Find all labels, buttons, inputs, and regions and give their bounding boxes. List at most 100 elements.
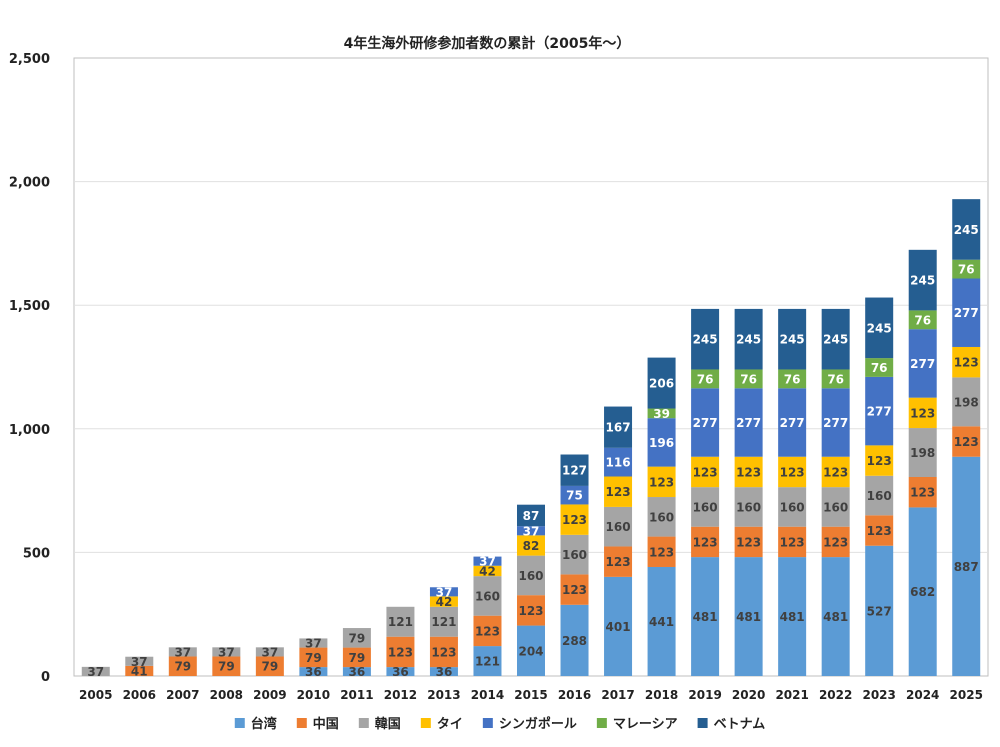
data-label: 36	[392, 665, 409, 679]
data-label: 160	[518, 569, 543, 583]
bar-segment	[647, 536, 676, 567]
axis-layer: 0 500 1,000 1,500 2,000 2,500 2005 2006 2007 2008…	[9, 52, 983, 702]
data-label: 204	[518, 644, 543, 658]
data-label: 41	[131, 664, 148, 678]
bar-segment	[125, 656, 154, 666]
data-label: 123	[910, 486, 935, 500]
data-label: 123	[649, 475, 674, 489]
data-label: 76	[958, 263, 975, 277]
legend: 台湾 中国 韓国 タイ シンガポール マレーシア ベトナム	[234, 716, 766, 732]
data-label: 37	[436, 585, 453, 599]
data-label: 196	[649, 436, 674, 450]
data-label: 160	[649, 510, 674, 524]
data-label: 123	[562, 583, 587, 597]
data-label: 37	[87, 665, 104, 679]
data-label: 76	[697, 372, 714, 386]
bar-segment	[778, 526, 807, 558]
bar-segment	[517, 625, 545, 676]
data-label: 527	[867, 604, 892, 618]
bar-segment	[386, 636, 415, 668]
bar-segment	[386, 667, 415, 676]
data-label: 123	[736, 535, 761, 549]
data-label: 36	[349, 665, 366, 679]
data-label: 245	[910, 274, 935, 288]
bar-segment	[952, 259, 981, 279]
data-label: 121	[388, 615, 413, 629]
x-tick-label: 2012	[384, 688, 417, 702]
bar-segment	[734, 526, 763, 558]
data-label: 198	[954, 395, 979, 409]
bar-segment	[299, 647, 328, 668]
bar-segment	[429, 596, 458, 607]
data-label: 123	[649, 545, 674, 559]
data-label: 160	[606, 520, 631, 534]
bar-segment	[81, 666, 110, 676]
data-label: 277	[736, 416, 761, 430]
x-tick-label: 2025	[950, 688, 983, 702]
data-label: 245	[736, 333, 761, 347]
data-label: 160	[823, 500, 848, 514]
data-label: 75	[566, 489, 583, 503]
bar-segment	[517, 555, 545, 596]
data-label: 277	[867, 405, 892, 419]
data-label: 36	[436, 665, 453, 679]
bar-segment	[865, 475, 894, 516]
data-label: 160	[736, 500, 761, 514]
data-label: 123	[823, 535, 848, 549]
bar-segment	[908, 477, 937, 508]
bar-segment	[691, 369, 720, 389]
y-tick-label: 1,000	[9, 423, 50, 438]
data-label: 37	[523, 524, 540, 538]
bar-segment	[952, 346, 981, 378]
bar-segment	[560, 504, 589, 535]
bar-segment	[604, 576, 633, 676]
data-label: 160	[693, 500, 718, 514]
bar-segment	[691, 388, 720, 457]
data-label: 682	[910, 585, 935, 599]
data-label: 37	[218, 645, 235, 659]
bar-segment	[473, 576, 502, 616]
legend-entry: ベトナム	[714, 717, 766, 732]
bar-segment	[734, 456, 763, 488]
bar-segment	[908, 310, 937, 330]
bar-segment	[952, 426, 981, 457]
x-tick-label: 2010	[297, 688, 330, 702]
bar-segment	[865, 545, 894, 676]
bar-segment	[778, 456, 807, 488]
x-tick-label: 2015	[514, 688, 547, 702]
data-label: 37	[131, 655, 148, 669]
data-label: 123	[693, 465, 718, 479]
bar-segment	[821, 456, 850, 488]
bar-segment	[691, 308, 720, 370]
bar-segment	[778, 487, 807, 527]
bar-segment	[952, 199, 981, 260]
bar-segment	[299, 638, 328, 648]
data-label: 123	[736, 465, 761, 479]
bar-segment	[691, 456, 720, 488]
x-tick-label: 2019	[688, 688, 721, 702]
data-label: 79	[174, 660, 191, 674]
bar-segment	[865, 358, 894, 377]
bar-segment	[734, 487, 763, 527]
data-label: 160	[562, 548, 587, 562]
legend-entry: タイ	[437, 717, 463, 732]
data-label: 39	[653, 407, 670, 421]
y-tick-label: 2,500	[9, 52, 50, 67]
bar-segment	[517, 504, 545, 527]
bar-segment	[560, 604, 589, 676]
bar-segment	[517, 526, 545, 536]
y-tick-label: 2,000	[9, 176, 50, 191]
bar-segment	[908, 428, 937, 478]
bar-segment	[778, 557, 807, 676]
bar-segment	[647, 466, 676, 498]
bar-segment	[517, 535, 545, 556]
data-label: 123	[606, 485, 631, 499]
data-label: 123	[475, 624, 500, 638]
bar-segment	[212, 647, 241, 657]
bar-segment	[734, 308, 763, 370]
bar-segment	[473, 646, 502, 676]
data-label: 42	[436, 595, 453, 609]
data-label: 123	[562, 513, 587, 527]
data-label: 277	[823, 416, 848, 430]
bar-segment	[473, 615, 502, 647]
